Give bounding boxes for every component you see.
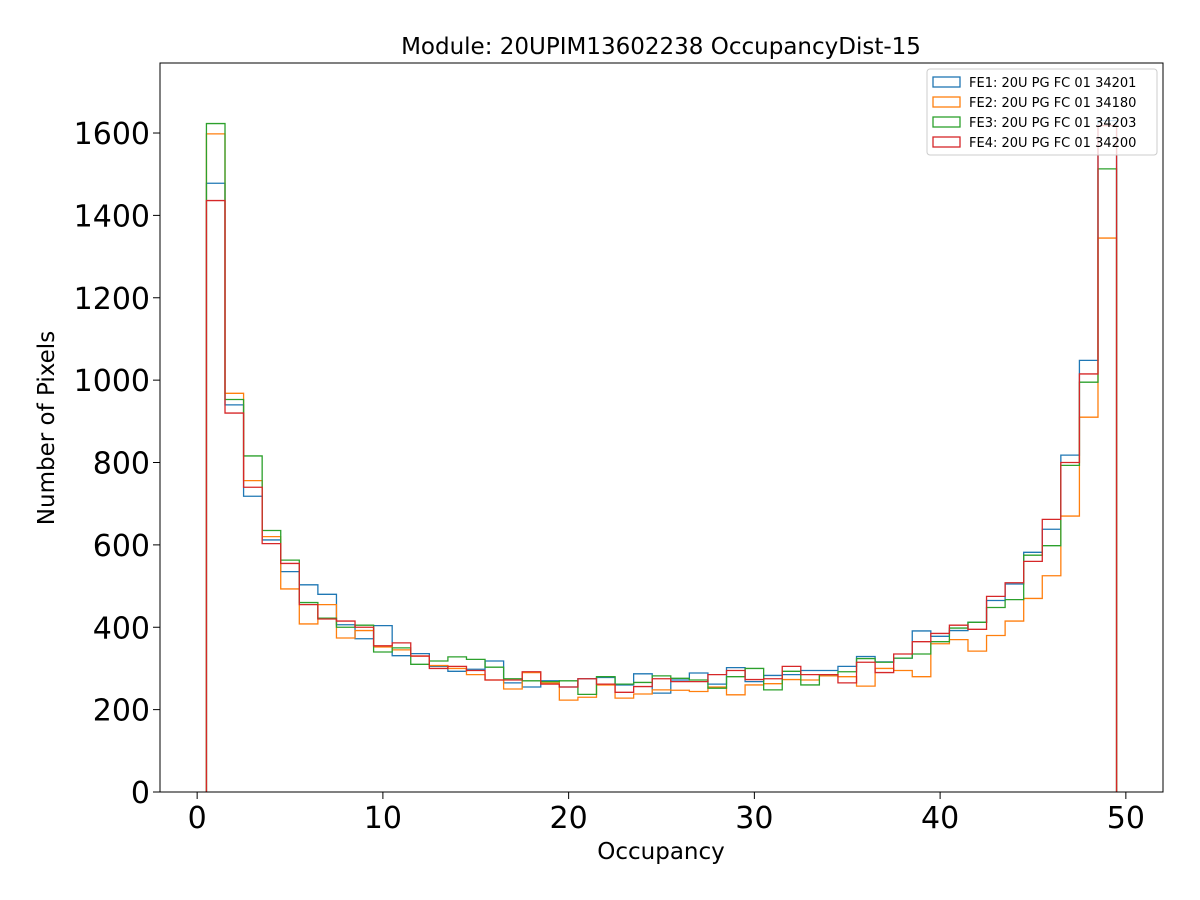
y-tick-label: 1000 xyxy=(74,364,150,399)
legend-label-1: FE1: 20U PG FC 01 34201 xyxy=(969,76,1136,91)
x-tick-label: 20 xyxy=(550,801,588,836)
y-tick-label: 1400 xyxy=(74,199,150,234)
legend-swatch-3 xyxy=(932,116,961,128)
plot-area xyxy=(205,120,1118,792)
x-tick-label: 30 xyxy=(735,801,773,836)
legend-swatch-1 xyxy=(932,76,961,88)
x-tick-label: 0 xyxy=(188,801,207,836)
legend-swatch-2 xyxy=(932,96,961,108)
y-tick-label: 400 xyxy=(93,611,150,646)
y-tick-label: 200 xyxy=(93,694,150,729)
histogram-series-4 xyxy=(205,124,1118,792)
histogram-series-2 xyxy=(205,133,1118,792)
y-tick-label: 0 xyxy=(131,776,150,811)
legend-label-2: FE2: 20U PG FC 01 34180 xyxy=(969,96,1136,111)
legend: FE1: 20U PG FC 01 34201 FE2: 20U PG FC 01… xyxy=(926,68,1158,156)
x-axis-ticks: 0 10 20 30 40 50 xyxy=(188,792,1145,836)
x-tick-label: 50 xyxy=(1107,801,1145,836)
legend-box xyxy=(926,68,1158,156)
chart-title: Module: 20UPIM13602238 OccupancyDist-15 xyxy=(401,34,921,60)
x-tick-label: 40 xyxy=(921,801,959,836)
y-axis-label: Number of Pixels xyxy=(34,331,60,525)
y-tick-label: 1200 xyxy=(74,282,150,317)
x-tick-label: 10 xyxy=(364,801,402,836)
y-axis-ticks: 0 200 400 600 800 1000 1200 1400 1600 xyxy=(74,117,160,811)
y-tick-label: 800 xyxy=(93,447,150,482)
legend-swatch-4 xyxy=(932,136,961,148)
legend-label-4: FE4: 20U PG FC 01 34200 xyxy=(969,136,1136,151)
legend-label-3: FE3: 20U PG FC 01 34203 xyxy=(969,116,1136,131)
plot-frame xyxy=(159,62,1164,793)
y-tick-label: 1600 xyxy=(74,117,150,152)
y-tick-label: 600 xyxy=(93,529,150,564)
x-axis-label: Occupancy xyxy=(597,839,725,865)
